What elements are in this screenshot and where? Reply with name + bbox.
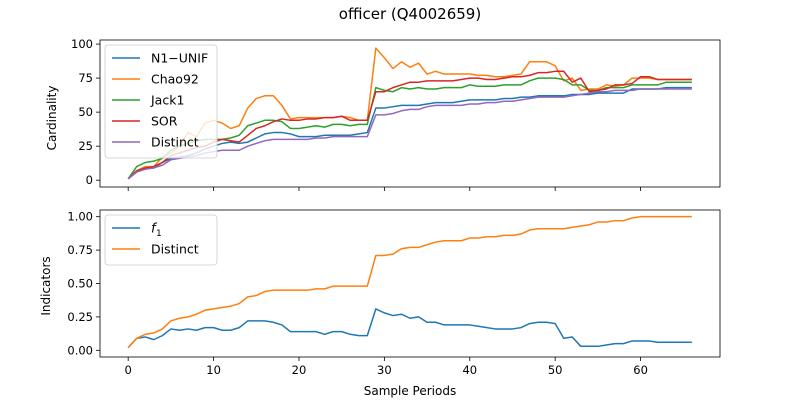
cardinality-series-line-0 (127, 86, 692, 180)
cardinality-y-label: Cardinality (45, 86, 59, 151)
cardinality-y-tick-label: 75 (78, 71, 93, 85)
indicators-legend-label-1: Distinct (151, 242, 199, 257)
indicators-axes-frame (99, 209, 721, 358)
indicators-x-tick-label: 0 (125, 363, 132, 377)
figure-title: officer (Q4002659) (339, 5, 481, 23)
cardinality-series-line-4 (127, 88, 692, 180)
indicators-x-tick-label: 10 (206, 363, 221, 377)
cardinality-legend-label-1: Chao92 (151, 72, 199, 87)
cardinality-series-line-3 (127, 70, 692, 180)
indicators-legend-label-sub-0: 1 (156, 229, 162, 239)
indicators-x-tick-label: 30 (377, 363, 392, 377)
cardinality-series-line-1 (127, 47, 692, 180)
cardinality-legend-label-2: Jack1 (150, 93, 184, 108)
cardinality-axes: Cardinality 0 25 50 75 100 N1−UNIF Chao92 Jack1… (45, 37, 721, 191)
cardinality-y-tick-label: 0 (86, 173, 93, 187)
indicators-series-line-1 (127, 215, 692, 349)
indicators-y-tick-label: 1.00 (67, 210, 93, 224)
indicators-axes: Indicators Sample Periods 0.00 0.25 0.50 0.… (39, 209, 721, 398)
indicators-x-tick-label: 60 (633, 363, 648, 377)
indicators-x-label: Sample Periods (364, 384, 456, 398)
indicators-legend (104, 214, 218, 266)
cardinality-legend (104, 44, 218, 159)
indicators-y-tick-label: 0.25 (67, 310, 93, 324)
indicators-y-tick-label: 0.50 (67, 277, 93, 291)
indicators-series-line-0 (127, 308, 692, 349)
cardinality-legend-label-4: Distinct (151, 135, 199, 150)
indicators-y-tick-label: 0.75 (67, 243, 93, 257)
cardinality-legend-label-3: SOR (151, 114, 178, 129)
indicators-x-tick-label: 40 (462, 363, 477, 377)
cardinality-axes-frame (99, 39, 721, 188)
cardinality-legend-label-0: N1−UNIF (151, 51, 208, 66)
indicators-x-tick-label: 20 (292, 363, 307, 377)
cardinality-y-tick-label: 50 (78, 105, 93, 119)
cardinality-y-tick-label: 25 (78, 139, 93, 153)
indicators-x-tick-label: 50 (548, 363, 563, 377)
indicators-y-label: Indicators (39, 256, 53, 315)
indicators-y-tick-label: 0.00 (67, 343, 93, 357)
cardinality-y-tick-label: 100 (71, 37, 93, 51)
indicators-legend-label-0: f (151, 222, 158, 237)
